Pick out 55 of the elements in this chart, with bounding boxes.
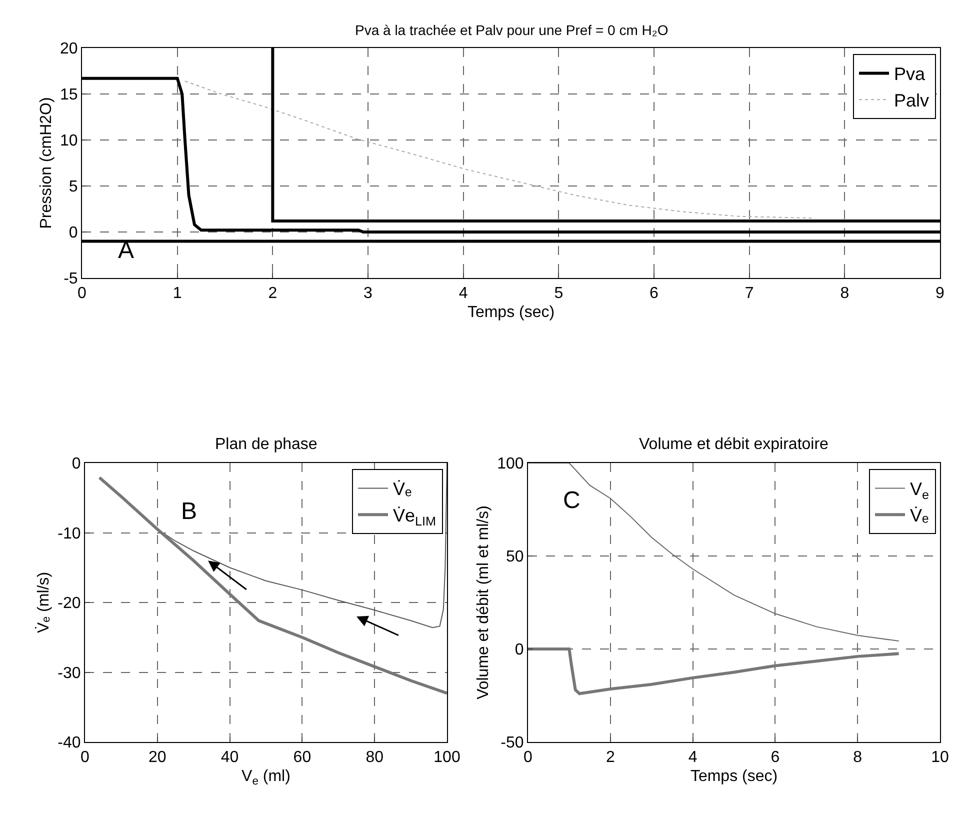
line-series	[98, 476, 447, 695]
y-tick-label: 100	[497, 456, 524, 473]
x-tick-label: 6	[770, 749, 780, 766]
y-tick-label: 5	[68, 178, 78, 196]
x-tick-label: 2	[606, 749, 615, 766]
x-tick-label: 8	[853, 749, 862, 766]
chart-title: Pva à la trachée et Palv pour une Pref = 0 cm H₂O	[355, 22, 668, 38]
x-tick-label: 4	[688, 749, 698, 766]
annotation: B	[181, 498, 198, 525]
x-tick-label: 10	[931, 749, 949, 766]
y-tick-label: -10	[58, 525, 81, 542]
y-tick-label: -30	[58, 664, 81, 682]
legend-label: V̇e$_{LIM}$	[393, 506, 436, 528]
line-series	[528, 648, 900, 696]
x-tick-label: 80	[366, 749, 384, 766]
x-tick-label: 7	[744, 285, 754, 302]
x-tick-label: 9	[936, 285, 945, 302]
x-tick-label: 6	[650, 285, 659, 302]
y-tick-label: 15	[60, 86, 78, 104]
chart-title: Plan de phase	[215, 436, 318, 453]
annotation: C	[563, 487, 580, 514]
y-axis-title: Pression (cmH2O)	[38, 97, 55, 229]
y-tick-label: 50	[506, 548, 524, 566]
x-tick-label: 100	[434, 749, 460, 766]
x-axis-title: Temps (sec)	[467, 304, 555, 321]
x-tick-label: 2	[268, 285, 278, 302]
line-series	[184, 80, 816, 219]
legend-label: V̇ₑ	[393, 479, 412, 500]
legend-label: V$_{e}$	[910, 479, 930, 502]
y-tick-label: -40	[58, 734, 81, 752]
x-axis-title: Temps (sec)	[690, 768, 778, 785]
x-tick-label: 1	[172, 285, 182, 302]
x-tick-label: 40	[220, 749, 239, 766]
legend-label: Pva	[894, 64, 926, 84]
y-tick-label: 0	[68, 224, 78, 242]
y-tick-label: -50	[500, 734, 524, 752]
y-axis-title: V̇ₑ (ml/s)	[34, 572, 53, 634]
x-tick-label: 20	[148, 749, 166, 766]
x-axis-title: V$_{e}$ (ml)	[242, 768, 290, 788]
chart-title: Volume et débit expiratoire	[639, 436, 829, 453]
y-tick-label: -20	[58, 595, 81, 612]
legend-label: Palv	[894, 90, 930, 111]
y-axis-title: Volume et débit (ml et ml/s)	[474, 506, 492, 700]
x-tick-label: 4	[458, 285, 468, 302]
x-tick-label: 3	[364, 285, 373, 302]
y-tick-label: 0	[72, 456, 81, 473]
x-tick-label: 5	[554, 285, 564, 302]
x-tick-label: 8	[840, 285, 850, 302]
y-tick-label: 0	[514, 642, 524, 659]
x-tick-label: 60	[293, 749, 312, 766]
y-tick-label: -5	[64, 270, 78, 288]
annotation: A	[118, 237, 134, 264]
y-tick-label: 20	[60, 40, 78, 58]
y-tick-label: 10	[60, 132, 78, 150]
legend-label: V̇ₑ	[910, 506, 930, 526]
